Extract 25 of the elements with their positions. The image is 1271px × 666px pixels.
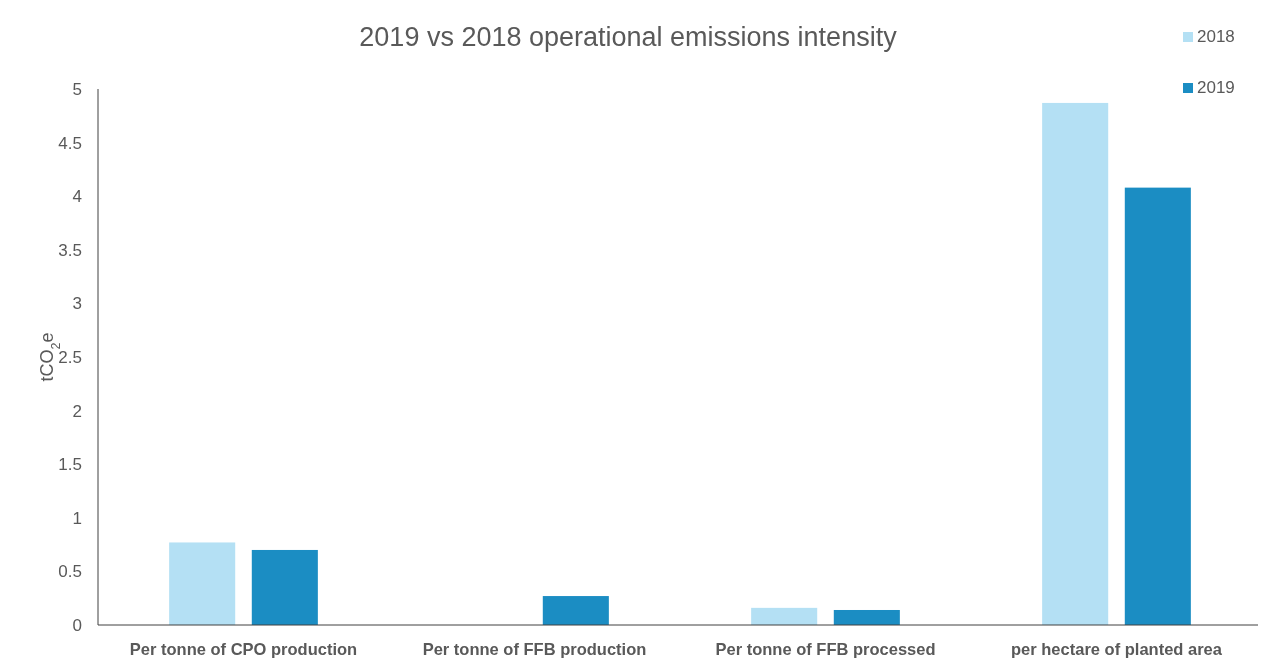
bar bbox=[251, 549, 318, 625]
y-tick-label: 2.5 bbox=[58, 348, 82, 367]
legend-label: 2018 bbox=[1197, 27, 1235, 46]
y-tick-label: 1 bbox=[72, 508, 82, 528]
y-tick-label: 0 bbox=[72, 616, 82, 635]
y-tick-label: 2 bbox=[72, 401, 82, 421]
y-tick-label: 5 bbox=[72, 80, 82, 99]
bar bbox=[1042, 102, 1109, 625]
y-tick-label: 3.5 bbox=[58, 240, 82, 260]
legend-label: 2019 bbox=[1197, 78, 1235, 97]
bar bbox=[1124, 187, 1191, 625]
x-tick-label: Per tonne of FFB processed bbox=[715, 640, 936, 658]
bar bbox=[833, 609, 900, 625]
y-tick-label: 1.5 bbox=[58, 455, 82, 475]
bar bbox=[169, 542, 236, 625]
y-tick-label: 3 bbox=[72, 294, 82, 314]
chart-title: 2019 vs 2018 operational emissions intensity bbox=[359, 22, 898, 52]
y-tick-label: 0.5 bbox=[58, 562, 82, 582]
x-tick-label: per hectare of planted area bbox=[1011, 640, 1223, 658]
bar bbox=[751, 607, 818, 625]
x-tick-label: Per tonne of CPO production bbox=[129, 640, 358, 658]
x-tick-label: Per tonne of FFB production bbox=[422, 640, 647, 658]
bar bbox=[542, 596, 609, 625]
y-tick-label: 4 bbox=[72, 187, 82, 207]
y-tick-label: 4.5 bbox=[58, 133, 82, 153]
